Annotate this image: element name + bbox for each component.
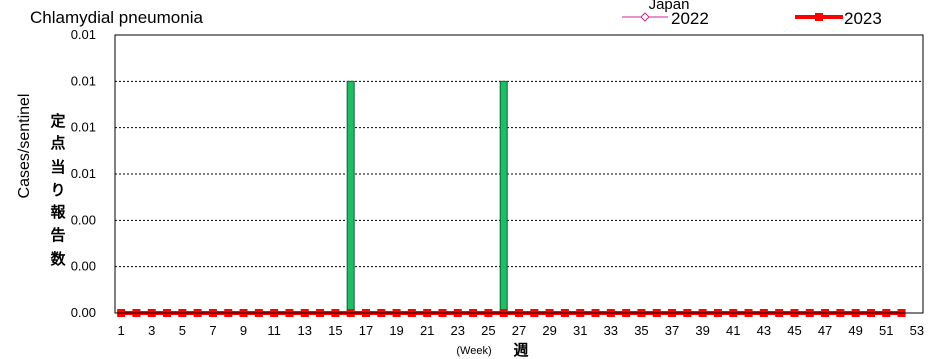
legend-2022-marker xyxy=(640,12,650,22)
legend-2022-label: 2022 xyxy=(671,9,709,28)
x-tick-label: 27 xyxy=(512,323,526,338)
x-axis-label-jp: 週 xyxy=(513,341,528,359)
x-tick-label: 51 xyxy=(879,323,893,338)
x-tick-label: 13 xyxy=(298,323,312,338)
y-tick-label: 0.01 xyxy=(71,73,96,88)
y-axis-label: Cases/sentinel xyxy=(16,94,33,199)
y-tick-label: 0.01 xyxy=(71,166,96,181)
x-tick-label: 41 xyxy=(726,323,740,338)
x-tick-label: 29 xyxy=(542,323,556,338)
y-axis-label-jp-char: 報 xyxy=(50,203,66,221)
x-tick-label: 49 xyxy=(848,323,862,338)
x-tick-label: 3 xyxy=(148,323,155,338)
y-tick-label: 0.01 xyxy=(71,120,96,135)
y-tick-label: 0.01 xyxy=(71,27,96,42)
x-tick-label: 45 xyxy=(787,323,801,338)
legend-2022: 2022 xyxy=(622,9,709,28)
x-ticks: 1 3 5 7 9 11 13 15 17 19 21 23 25 27 29 31 33 35 37 39 41 43 4… xyxy=(118,323,925,338)
x-tick-label: 9 xyxy=(240,323,247,338)
x-tick-label: 5 xyxy=(179,323,186,338)
x-tick-label: 25 xyxy=(481,323,495,338)
legend-2023-marker xyxy=(815,13,823,21)
x-tick-label: 23 xyxy=(451,323,465,338)
y-axis-label-jp-char: 当 xyxy=(50,158,65,176)
x-tick-label: 17 xyxy=(359,323,373,338)
x-tick-label: 11 xyxy=(267,323,281,338)
legend-2023-label: 2023 xyxy=(844,9,882,28)
y-tick-label: 0.00 xyxy=(71,305,96,320)
x-tick-label: 33 xyxy=(604,323,618,338)
bars xyxy=(346,80,508,314)
x-tick-label: 37 xyxy=(665,323,679,338)
y-tick-label: 0.00 xyxy=(71,259,96,274)
y-axis-label-jp-char: 数 xyxy=(50,250,66,268)
chart-title: Chlamydial pneumonia xyxy=(30,8,203,27)
y-tick-label: 0.00 xyxy=(71,212,96,227)
legend-region: Japan xyxy=(649,0,690,13)
bar-week-16 xyxy=(346,80,355,314)
legend-2023: 2023 xyxy=(795,9,882,28)
x-tick-label: 7 xyxy=(209,323,216,338)
y-axis-label-jp-char: 点 xyxy=(50,134,65,152)
plot-frame xyxy=(114,34,924,314)
y-axis-label-jp-char: 定 xyxy=(50,112,65,130)
x-tick-label: 19 xyxy=(389,323,403,338)
y-ticks: 0.00 0.00 0.00 0.01 0.01 0.01 0.01 xyxy=(71,27,96,320)
x-tick-label: 31 xyxy=(573,323,587,338)
x-tick-label: 53 xyxy=(910,323,924,338)
x-tick-label: 15 xyxy=(328,323,342,338)
x-tick-label: 21 xyxy=(420,323,434,338)
x-tick-label: 35 xyxy=(634,323,648,338)
x-tick-label: 39 xyxy=(695,323,709,338)
x-tick-label: 43 xyxy=(757,323,771,338)
y-axis-label-jp-char: 告 xyxy=(50,226,65,244)
x-axis-label: (Week) xyxy=(456,345,491,357)
x-tick-label: 1 xyxy=(118,323,125,338)
x-tick-label: 47 xyxy=(818,323,832,338)
grid xyxy=(115,80,923,268)
y-axis-label-jp-char: り xyxy=(50,181,65,199)
bar-week-26 xyxy=(499,80,508,314)
